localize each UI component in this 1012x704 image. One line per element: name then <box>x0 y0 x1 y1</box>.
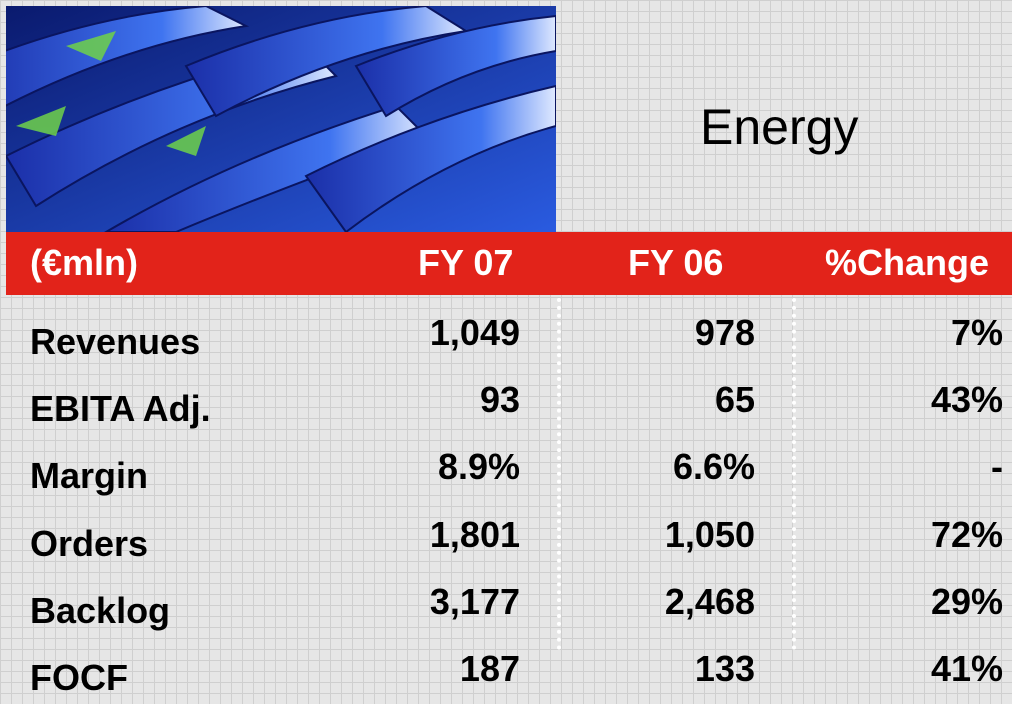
table-cell: 2,468 <box>664 580 755 622</box>
column-header: FY 06 <box>628 242 724 283</box>
table-cell: 65 <box>714 379 755 421</box>
table-cell: 6.6% <box>672 446 755 488</box>
table-cell: 1,049 <box>429 312 520 353</box>
table-cell: 43% <box>930 379 1003 421</box>
row-label: FOCF <box>30 657 128 698</box>
row-label: Margin <box>30 455 149 497</box>
row-label: Orders <box>30 522 149 564</box>
table-cell: 72% <box>930 513 1003 555</box>
table-cell: 8.9% <box>437 446 520 488</box>
table-cell: - <box>991 446 1003 488</box>
table-header: (€mln) FY 07 FY 06 %Change <box>6 232 1012 295</box>
column-divider <box>792 298 796 650</box>
turbine-image <box>6 6 556 232</box>
row-label: Backlog <box>30 589 171 631</box>
table-cell: 29% <box>930 580 1003 622</box>
column-divider <box>557 298 561 650</box>
slide-title: Energy <box>700 99 859 155</box>
column-header: %Change <box>825 242 990 283</box>
table-cell: 7% <box>950 312 1003 353</box>
table-cell: 3,177 <box>429 580 520 622</box>
table-cell: 1,801 <box>429 513 520 555</box>
table-cell: 187 <box>459 648 520 689</box>
table-cell: 1,050 <box>664 513 755 555</box>
column-header: (€mln) <box>30 242 138 283</box>
row-label: Revenues <box>30 321 201 362</box>
table-cell: 41% <box>930 648 1003 689</box>
table-cell: 133 <box>694 648 755 689</box>
table-cell: 93 <box>479 379 520 421</box>
row-label: EBITA Adj. <box>30 388 211 430</box>
column-header: FY 07 <box>418 242 514 283</box>
table-cell: 978 <box>694 312 755 353</box>
